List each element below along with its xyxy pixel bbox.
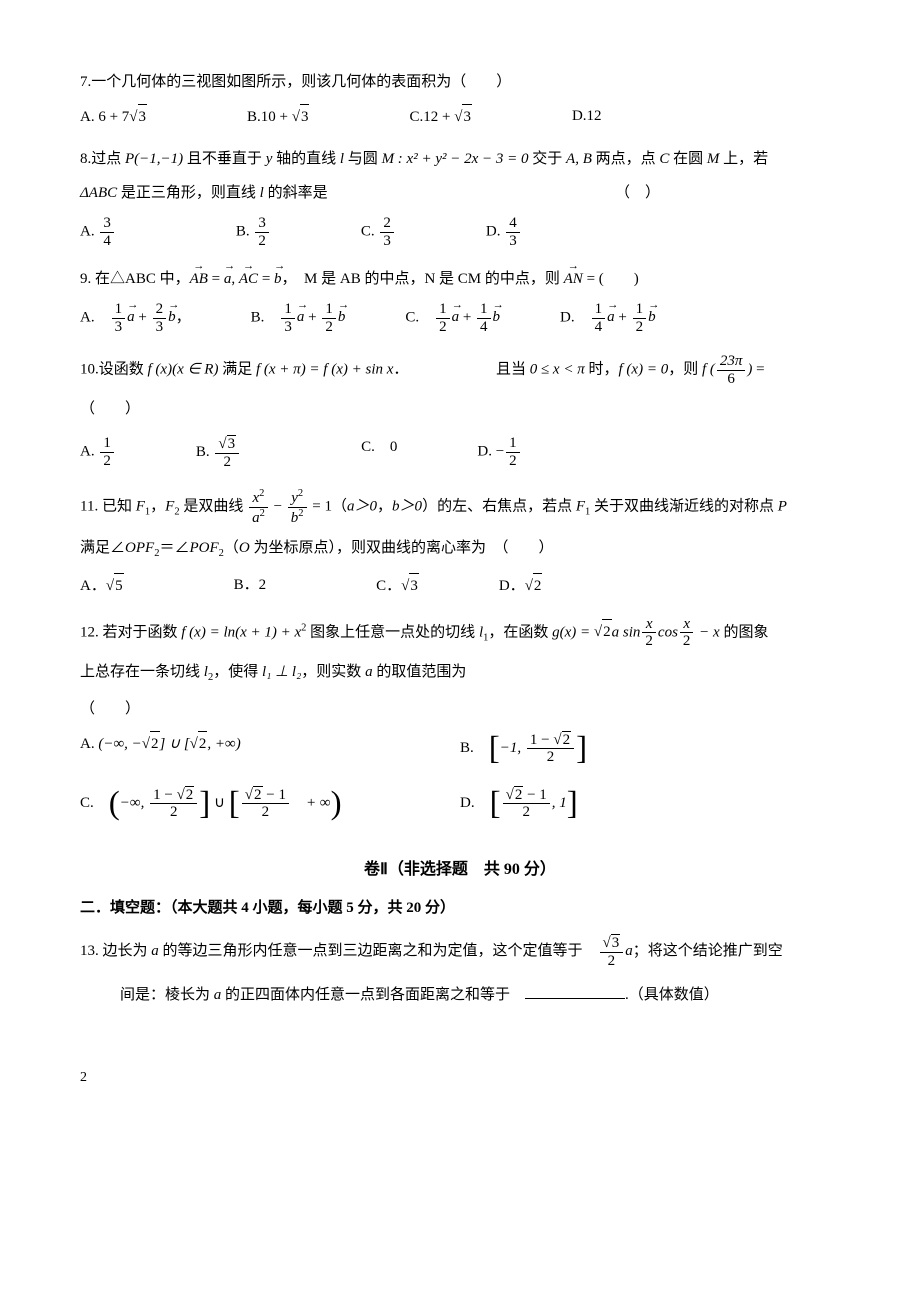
section-2-title: 卷Ⅱ（非选择题 共 90 分） (80, 857, 840, 883)
q7-stem: 7.一个几何体的三视图如图所示，则该几何体的表面积为（ ） (80, 70, 840, 94)
question-10: 10.设函数 f (x)(x ∈ R) 满足 f (x + π) = f (x)… (80, 353, 840, 470)
q8-options: A. 34 B. 32 C. 23 D. 43 (80, 215, 840, 249)
q9-opt-a: A. 13a + 23b， (80, 301, 191, 335)
q11-opt-b: B．2 (234, 573, 267, 598)
q11-stem: 11. 已知 F1，F2 是双曲线 x2a2 − y2b2 = 1（a＞0，b＞… (80, 488, 840, 526)
question-8: 8.过点 P(−1,−1) 且不垂直于 y 轴的直线 l 与圆 M : x² +… (80, 147, 840, 249)
q12-stem: 12. 若对于函数 f (x) = ln(x + 1) + x2 图象上任意一点… (80, 616, 840, 650)
fill-blank (525, 984, 625, 999)
page-number: 2 (80, 1067, 840, 1089)
q10-opt-c: C. 0 (361, 435, 397, 470)
q8-opt-b: B. 32 (236, 215, 271, 249)
section-2-subtitle: 二．填空题：（本大题共 4 小题，每小题 5 分，共 20 分） (80, 896, 840, 920)
q10-stem: 10.设函数 f (x)(x ∈ R) 满足 f (x + π) = f (x)… (80, 353, 840, 387)
q12-blank: （ ） (80, 697, 840, 721)
q13-stem: 13. 边长为 a 的等边三角形内任意一点到三边距离之和为定值，这个定值等于 3… (80, 934, 840, 969)
q12-opt-a: A. (−∞, −2] ∪ [2, +∞) (80, 731, 460, 766)
question-11: 11. 已知 F1，F2 是双曲线 x2a2 − y2b2 = 1（a＞0，b＞… (80, 488, 840, 598)
q10-opt-b: B. 32 (196, 435, 241, 470)
q7-opt-d: D.12 (572, 104, 602, 129)
q11-options: A．5 B．2 C．3 D．2 (80, 573, 840, 598)
q9-opt-d: D. 14a + 12b (560, 301, 656, 335)
q9-options: A. 13a + 23b， B. 13a + 12b C. 12a + 14b … (80, 301, 840, 335)
question-9: 9. 在△ABC 中，AB = a, AC = b， M 是 AB 的中点，N … (80, 267, 840, 335)
q12-opt-c: C. (−∞, 1 − 22] ∪ [2 − 12 + ∞) (80, 786, 460, 821)
q11-opt-d: D．2 (499, 573, 543, 598)
q12-stem-line2: 上总存在一条切线 l2，使得 l₁ ⊥ l₂，则实数 a 的取值范围为 (80, 660, 840, 687)
q12-opt-d: D. [2 − 12, 1] (460, 786, 840, 821)
q7-opt-a: A. 6 + 73 (80, 104, 147, 129)
question-12: 12. 若对于函数 f (x) = ln(x + 1) + x2 图象上任意一点… (80, 616, 840, 833)
q12-options-row2: C. (−∞, 1 − 22] ∪ [2 − 12 + ∞) D. [2 − 1… (80, 786, 840, 833)
q8-opt-a: A. 34 (80, 215, 116, 249)
q9-opt-b: B. 13a + 12b (251, 301, 346, 335)
q10-opt-a: A. 12 (80, 435, 116, 470)
q8-stem-line2: ΔABC 是正三角形，则直线 l 的斜率是 （ ） (80, 181, 840, 205)
q10-opt-d: D. −12 (477, 435, 521, 470)
q11-stem-line2: 满足∠OPF2＝∠POF2（O 为坐标原点），则双曲线的离心率为 （ ） (80, 536, 840, 563)
q12-options-row1: A. (−∞, −2] ∪ [2, +∞) B. [−1, 1 − 22] (80, 731, 840, 778)
question-13: 13. 边长为 a 的等边三角形内任意一点到三边距离之和为定值，这个定值等于 3… (80, 934, 840, 1007)
q8-opt-c: C. 23 (361, 215, 396, 249)
q9-opt-c: C. 12a + 14b (405, 301, 500, 335)
q8-stem: 8.过点 P(−1,−1) 且不垂直于 y 轴的直线 l 与圆 M : x² +… (80, 147, 840, 171)
question-7: 7.一个几何体的三视图如图所示，则该几何体的表面积为（ ） A. 6 + 73 … (80, 70, 840, 129)
q10-blank: （ ） (80, 397, 840, 421)
q12-opt-b: B. [−1, 1 − 22] (460, 731, 840, 766)
q8-opt-d: D. 43 (486, 215, 522, 249)
q11-opt-a: A．5 (80, 573, 124, 598)
q7-opt-b: B.10 + 3 (247, 104, 309, 129)
q13-stem-line2: 间是：棱长为 a 的正四面体内任意一点到各面距离之和等于 .（具体数值） (80, 983, 840, 1007)
q7-options: A. 6 + 73 B.10 + 3 C.12 + 3 D.12 (80, 104, 840, 129)
q11-opt-c: C．3 (376, 573, 419, 598)
q10-options: A. 12 B. 32 C. 0 D. −12 (80, 435, 840, 470)
q7-opt-c: C.12 + 3 (409, 104, 471, 129)
q9-stem: 9. 在△ABC 中，AB = a, AC = b， M 是 AB 的中点，N … (80, 267, 840, 291)
